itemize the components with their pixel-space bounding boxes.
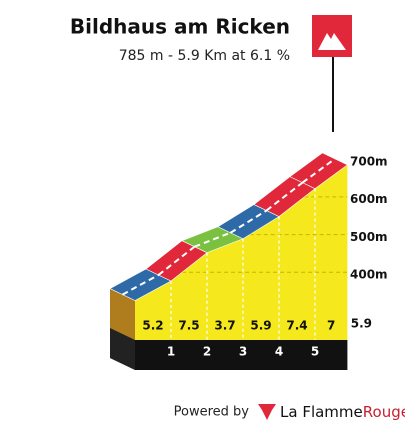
y-tick-label: 700m — [350, 154, 388, 168]
gradient-label: 5.9 — [250, 319, 271, 333]
chart-subtitle: 785 m - 5.9 Km at 6.1 % — [119, 48, 290, 64]
gradient-label: 7.4 — [286, 319, 307, 333]
center-dash — [301, 158, 336, 184]
y-tick-label: 400m — [350, 268, 388, 282]
y-tick-label: 600m — [350, 192, 388, 206]
y-tick-label: 500m — [350, 230, 388, 244]
center-dash — [122, 274, 159, 296]
x-tick-label: 5 — [311, 345, 319, 359]
summit-flag — [312, 15, 352, 57]
x-tick-label: 3 — [239, 345, 247, 359]
center-dash — [265, 181, 304, 212]
gradient-label: 7.5 — [178, 319, 199, 333]
mountain-icon — [318, 33, 346, 50]
center-dash — [157, 245, 196, 276]
base-side — [110, 328, 135, 370]
x-tick-label: 4 — [275, 345, 283, 359]
front-face — [135, 164, 348, 340]
x-end-label: 5.9 — [351, 317, 372, 331]
footer-prefix: Powered by — [174, 405, 250, 420]
profile: 400m 500m 600m 700m 5.2 7.5 3.7 5.9 7.4 7 1 2 3 4 5 5.9 — [109, 152, 388, 370]
base — [135, 340, 348, 370]
brand: La FlammeRouge — [280, 403, 405, 421]
gradient-label: 3.7 — [214, 319, 235, 333]
x-tick-label: 2 — [203, 345, 211, 359]
brand-accent: Rouge — [363, 403, 405, 421]
gradient-label: 5.2 — [142, 319, 163, 333]
brand-name: La Flamme — [280, 403, 363, 421]
x-tick-label: 1 — [167, 345, 175, 359]
center-dash — [194, 231, 231, 248]
center-dash — [229, 209, 268, 234]
logo-icon — [258, 404, 276, 420]
gradient-label: 7 — [327, 319, 335, 333]
chart-title: Bildhaus am Ricken — [70, 15, 290, 39]
